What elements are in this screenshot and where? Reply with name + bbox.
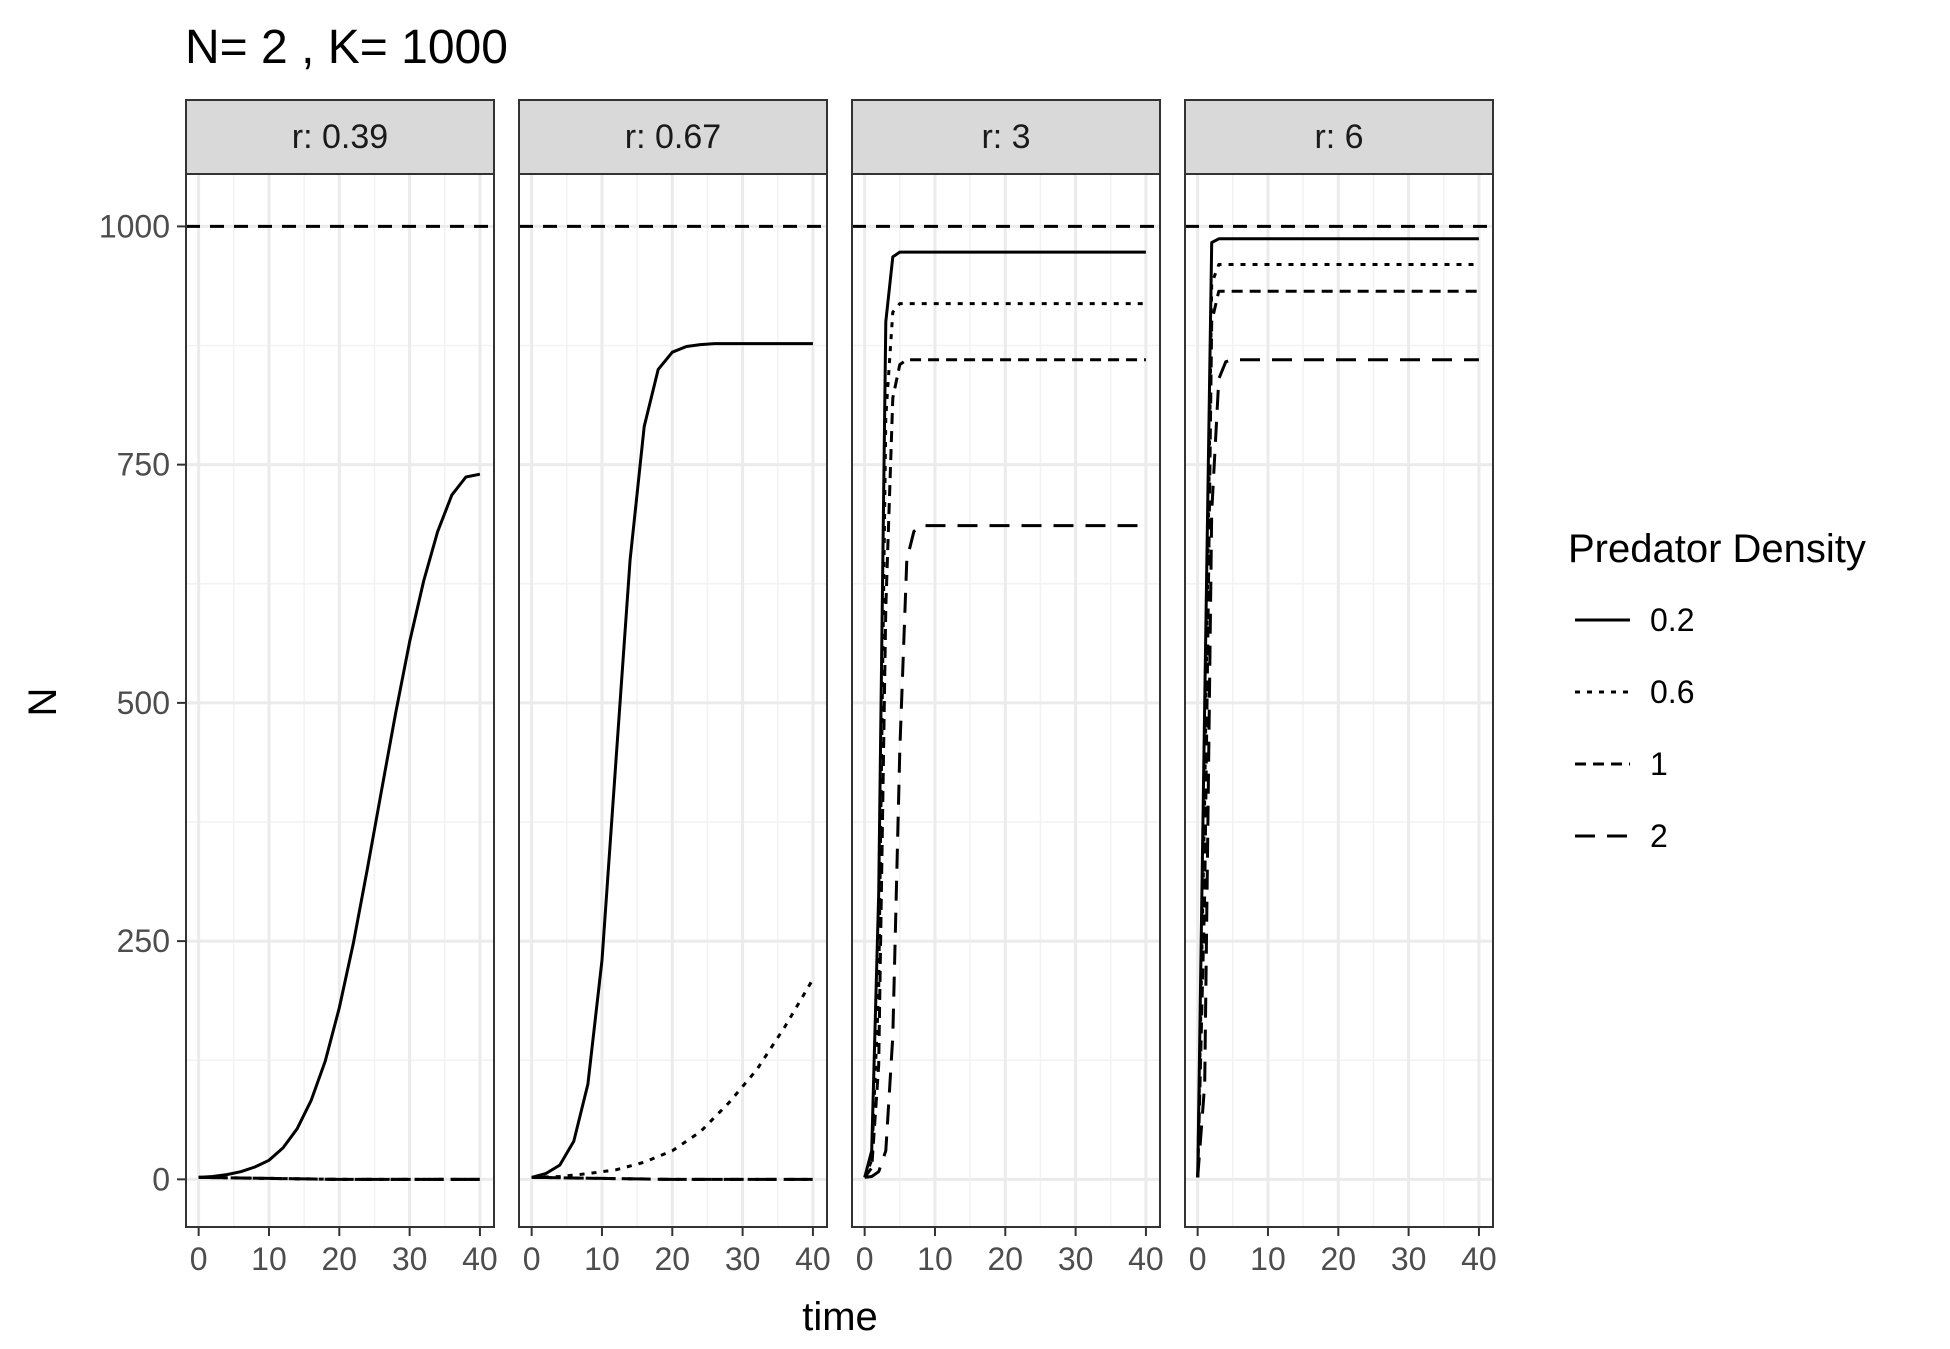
x-tick-label: 30: [392, 1241, 428, 1277]
series-line-0_6: [531, 978, 815, 1179]
x-tick-label: 0: [856, 1241, 874, 1277]
y-tick-label: 0: [152, 1161, 170, 1197]
x-tick-label: 0: [523, 1241, 541, 1277]
series-line-0_2: [863, 250, 1146, 1178]
legend-title: Predator Density: [1568, 527, 1866, 571]
legend-label: 0.2: [1650, 602, 1694, 638]
panels: r: 0.39 0 10 20 30 40 r: 0.67 0 10 20 30 40 r: 3 0 10 2…: [185, 99, 1497, 1277]
facet-strip: [851, 99, 1161, 175]
y-tick-label: 250: [117, 923, 170, 959]
x-tick-label: 40: [795, 1241, 831, 1277]
x-tick-label: 20: [654, 1241, 690, 1277]
series-line-2: [864, 524, 1146, 1179]
x-tick-label: 30: [1058, 1241, 1094, 1277]
x-tick-label: 30: [725, 1241, 761, 1277]
series-line-1: [1196, 289, 1479, 1178]
facet-strip-label: r: 6: [1314, 118, 1363, 156]
series-line-2: [198, 1175, 480, 1181]
legend-label: 2: [1650, 818, 1668, 854]
y-axis-title: N: [21, 688, 65, 717]
x-tick-label: 40: [1128, 1241, 1164, 1277]
series-line-2: [531, 1175, 813, 1181]
x-tick-label: 10: [584, 1241, 620, 1277]
facet-strip-label: r: 0.67: [625, 118, 721, 156]
legend-label: 1: [1650, 746, 1668, 782]
x-axis-title: time: [802, 1295, 878, 1339]
series-line-0_2: [198, 472, 481, 1179]
facet-strip: [185, 99, 495, 175]
y-tick-label: 1000: [99, 208, 170, 244]
legend: Predator Density 0.2 0.6 1 2: [1568, 527, 1866, 854]
legend-label: 0.6: [1650, 674, 1694, 710]
y-tick-label: 750: [117, 447, 170, 483]
facet-strip: [1184, 99, 1494, 175]
x-tick-label: 40: [462, 1241, 498, 1277]
x-tick-label: 20: [987, 1241, 1023, 1277]
x-tick-label: 40: [1461, 1241, 1497, 1277]
panel-3: r: 3 0 10 20 30 40: [851, 99, 1164, 1277]
x-tick-label: 30: [1391, 1241, 1427, 1277]
series-line-0_6: [1196, 263, 1479, 1178]
facet-strip: [518, 99, 828, 175]
series-line-0_2: [531, 342, 813, 1179]
y-tick-label: 500: [117, 685, 170, 721]
facet-strip-label: r: 0.39: [292, 118, 388, 156]
facet-strip-label: r: 3: [981, 118, 1030, 156]
panel-4: r: 6 0 10 20 30 40: [1184, 99, 1497, 1277]
x-tick-label: 0: [190, 1241, 208, 1277]
y-axis: 0 250 500 750 1000: [99, 208, 186, 1197]
x-tick-label: 10: [251, 1241, 287, 1277]
x-tick-label: 20: [1320, 1241, 1356, 1277]
x-tick-label: 0: [1189, 1241, 1207, 1277]
x-tick-label: 10: [917, 1241, 953, 1277]
panel-1: r: 0.39 0 10 20 30 40: [185, 99, 498, 1277]
x-tick-label: 20: [321, 1241, 357, 1277]
series-line-1: [863, 358, 1146, 1179]
panel-2: r: 0.67 0 10 20 30 40: [518, 99, 831, 1277]
chart-title: N= 2 , K= 1000: [185, 21, 508, 74]
x-tick-label: 10: [1250, 1241, 1286, 1277]
